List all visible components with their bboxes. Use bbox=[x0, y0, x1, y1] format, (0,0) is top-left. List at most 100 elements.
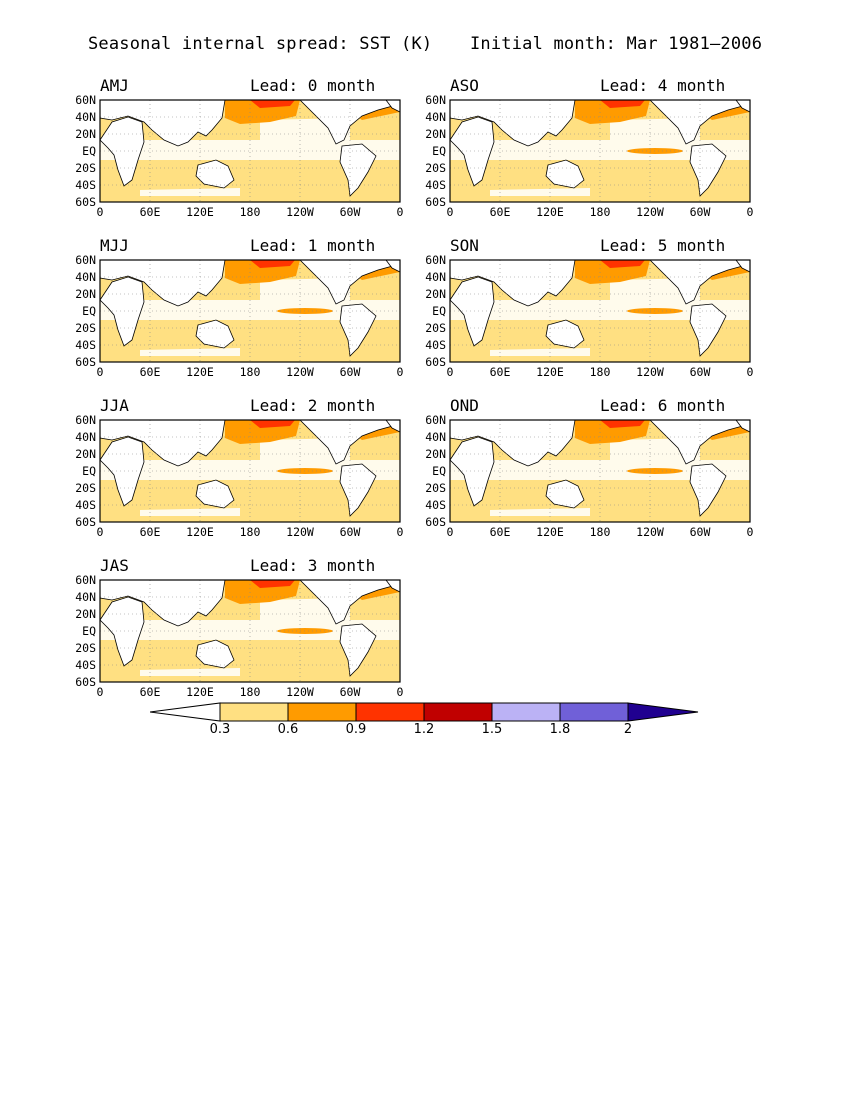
continent-outline bbox=[339, 623, 377, 677]
lat-tick-label: 20N bbox=[425, 287, 446, 301]
lat-tick-label: 60N bbox=[425, 253, 446, 267]
lon-tick-label: 60W bbox=[689, 365, 711, 379]
lat-tick-label: 60S bbox=[425, 515, 446, 529]
lon-tick-label: 180 bbox=[239, 205, 261, 219]
lon-tick-label: 60W bbox=[689, 205, 711, 219]
continent-outline bbox=[449, 419, 576, 467]
lat-tick-label: 20S bbox=[75, 481, 96, 495]
lon-tick-label: 120W bbox=[286, 205, 314, 219]
continent-outline bbox=[689, 303, 727, 357]
lat-tick-label: 20S bbox=[75, 161, 96, 175]
lon-tick-label: 60E bbox=[139, 685, 161, 699]
colorbar-label-5: 1.8 bbox=[549, 722, 571, 737]
lat-tick-label: 60N bbox=[75, 573, 96, 587]
lon-tick-label: 0 bbox=[396, 685, 404, 699]
continent-outline bbox=[195, 319, 235, 349]
continent-outline bbox=[339, 463, 377, 517]
map-frame bbox=[99, 259, 401, 363]
panel-season-label: AMJ bbox=[100, 76, 129, 95]
colorbar-bin-1 bbox=[287, 702, 357, 722]
lon-tick-label: 0 bbox=[446, 525, 454, 539]
lon-tick-label: 120E bbox=[186, 205, 214, 219]
lon-tick-label: 60W bbox=[339, 365, 361, 379]
high-spread-region bbox=[250, 260, 295, 268]
lat-tick-label: 20S bbox=[425, 161, 446, 175]
figure-title: Seasonal internal spread: SST (K) bbox=[88, 34, 433, 54]
lon-tick-label: 0 bbox=[446, 365, 454, 379]
lat-tick-label: 40S bbox=[75, 178, 96, 192]
lat-tick-label: 60S bbox=[425, 195, 446, 209]
lat-tick-label: 60N bbox=[75, 413, 96, 427]
lat-tick-label: EQ bbox=[432, 304, 446, 318]
lat-tick-label: 20S bbox=[75, 641, 96, 655]
continent-outline bbox=[195, 159, 235, 189]
lon-tick-label: 60W bbox=[339, 685, 361, 699]
continent-outline bbox=[99, 579, 226, 627]
lon-tick-label: 120W bbox=[636, 525, 664, 539]
lon-tick-label: 0 bbox=[396, 525, 404, 539]
lat-tick-label: 20N bbox=[75, 127, 96, 141]
lon-tick-label: 180 bbox=[239, 365, 261, 379]
lat-tick-label: 40N bbox=[75, 110, 96, 124]
map-frame bbox=[449, 419, 751, 523]
panel-lead-label: Lead: 5 month bbox=[600, 236, 726, 255]
panel-lead-label: Lead: 3 month bbox=[250, 556, 376, 575]
colorbar-label-4: 1.5 bbox=[481, 722, 503, 737]
colorbar-bin-0 bbox=[219, 702, 289, 722]
lat-tick-label: 60S bbox=[75, 195, 96, 209]
lat-tick-label: 20N bbox=[425, 447, 446, 461]
lon-tick-label: 180 bbox=[589, 365, 611, 379]
map-frame bbox=[449, 259, 751, 363]
map-panel-son: SON Lead: 5 month 60N 40N 20N EQ 20S 40S 60S 0 60E… bbox=[425, 236, 753, 379]
continent-outline bbox=[339, 303, 377, 357]
lat-tick-label: 20S bbox=[75, 321, 96, 335]
lon-tick-label: 180 bbox=[589, 525, 611, 539]
lat-tick-label: 20N bbox=[75, 287, 96, 301]
low-spread-region bbox=[490, 348, 590, 356]
colorbar-low-triangle bbox=[150, 702, 221, 722]
colorbar-label-1: 0.6 bbox=[277, 722, 299, 737]
panel-season-label: ASO bbox=[450, 76, 479, 95]
high-spread-region bbox=[600, 100, 645, 108]
lon-tick-label: 180 bbox=[239, 685, 261, 699]
lat-tick-label: 40S bbox=[425, 338, 446, 352]
lon-tick-label: 120E bbox=[186, 525, 214, 539]
high-spread-region bbox=[600, 420, 645, 428]
high-spread-region bbox=[600, 260, 645, 268]
lon-tick-label: 60W bbox=[339, 525, 361, 539]
panel-lead-label: Lead: 1 month bbox=[250, 236, 376, 255]
lat-tick-label: 20N bbox=[425, 127, 446, 141]
lon-tick-label: 60E bbox=[139, 365, 161, 379]
continent-outline bbox=[545, 319, 585, 349]
colorbar-bin-2 bbox=[355, 702, 425, 722]
continent-outline bbox=[195, 639, 235, 669]
lat-tick-label: 60S bbox=[75, 675, 96, 689]
lon-tick-label: 120W bbox=[636, 205, 664, 219]
continent-outline bbox=[449, 259, 576, 307]
panel-season-label: JJA bbox=[100, 396, 129, 415]
panel-season-label: SON bbox=[450, 236, 479, 255]
lon-tick-label: 0 bbox=[396, 365, 404, 379]
lat-tick-label: EQ bbox=[82, 464, 96, 478]
map-panel-ond: OND Lead: 6 month 60N 40N 20N EQ 20S 40S 60S 0 60E… bbox=[425, 396, 753, 539]
lon-tick-label: 60E bbox=[139, 205, 161, 219]
lon-tick-label: 60E bbox=[489, 205, 511, 219]
lon-tick-label: 0 bbox=[746, 525, 754, 539]
lat-tick-label: 40S bbox=[425, 178, 446, 192]
lat-tick-label: 60S bbox=[425, 355, 446, 369]
lon-tick-label: 120W bbox=[286, 525, 314, 539]
map-panel-amj: AMJ Lead: 0 month 60N 40N 20N EQ 20S 40S 60S 0 60E… bbox=[75, 76, 403, 219]
lat-tick-label: 60N bbox=[75, 253, 96, 267]
colorbar-bin-4 bbox=[491, 702, 561, 722]
low-spread-region bbox=[490, 188, 590, 196]
colorbar bbox=[150, 702, 699, 722]
continent-outline bbox=[545, 479, 585, 509]
lon-tick-label: 60E bbox=[139, 525, 161, 539]
continent-outline bbox=[689, 143, 727, 197]
sst-spread-map bbox=[99, 259, 401, 363]
high-spread-region bbox=[250, 100, 295, 108]
lat-tick-label: 40N bbox=[425, 430, 446, 444]
sst-spread-map bbox=[99, 579, 401, 683]
colorbar-label-3: 1.2 bbox=[413, 722, 435, 737]
lon-tick-label: 120E bbox=[536, 525, 564, 539]
